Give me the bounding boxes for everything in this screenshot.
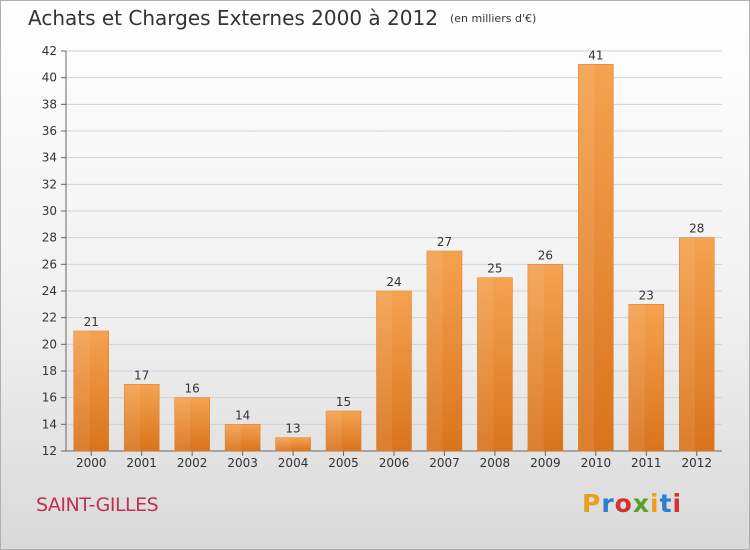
- x-tick-label: 2001: [126, 456, 157, 470]
- y-tick-label: 24: [42, 284, 57, 298]
- town-name: SAINT-GILLES: [36, 494, 159, 516]
- logo-letter: o: [614, 489, 633, 518]
- logo-letter: r: [601, 489, 615, 518]
- y-tick-label: 26: [42, 257, 57, 271]
- x-tick-label: 2003: [227, 456, 258, 470]
- bar-value-label: 13: [285, 422, 300, 436]
- bar-2003: [224, 424, 261, 452]
- x-tick-label: 2004: [278, 456, 309, 470]
- bar-value-label: 27: [437, 235, 452, 249]
- bar-value-label: 16: [185, 382, 200, 396]
- bar-highlight: [326, 411, 342, 451]
- x-tick-label: 2012: [681, 456, 712, 470]
- bar-2010: [578, 64, 614, 452]
- bar-value-label: 21: [84, 315, 99, 329]
- bar-value-label: 25: [487, 262, 502, 276]
- y-tick-label: 18: [42, 364, 57, 378]
- bar-highlight: [679, 237, 696, 451]
- x-tick-label: 2010: [581, 456, 612, 470]
- y-tick-label: 28: [42, 231, 57, 245]
- proxiti-logo: Proxiti: [582, 489, 682, 518]
- bar-value-labels: 21 17 16 14 13 15 24 27 25 26 41 23 28: [84, 48, 705, 435]
- bar-2000: [73, 330, 109, 452]
- bar-2004: [275, 437, 311, 452]
- bar-highlight: [527, 264, 544, 451]
- chart-unit-note: (en milliers d'€): [449, 12, 537, 25]
- y-tick-label: 38: [42, 97, 57, 111]
- bar-value-label: 24: [386, 275, 401, 289]
- bar-highlight: [477, 277, 494, 451]
- bar-value-label: 23: [639, 288, 654, 302]
- bar-2008: [477, 277, 513, 452]
- x-tick-label: 2005: [328, 456, 359, 470]
- chart-title: Achats et Charges Externes 2000 à 2012 (e…: [28, 6, 536, 30]
- bar-highlight: [578, 64, 595, 451]
- y-tick-label: 16: [42, 391, 57, 405]
- y-tick-label: 36: [42, 124, 57, 138]
- chart-title-text: Achats et Charges Externes 2000 à 2012: [28, 6, 438, 30]
- bar-2002: [174, 397, 210, 452]
- bar-value-label: 15: [336, 395, 351, 409]
- bar-2001: [123, 384, 160, 452]
- x-tick-label: 2002: [177, 456, 208, 470]
- bar-2005: [325, 410, 362, 452]
- bar-2007: [426, 250, 463, 452]
- bar-highlight: [628, 304, 645, 451]
- bar-value-label: 26: [538, 248, 553, 262]
- logo-letter: t: [659, 489, 673, 518]
- y-tick-label: 32: [42, 177, 57, 191]
- y-tick-label: 34: [42, 151, 57, 165]
- bar-2006: [376, 290, 412, 452]
- bar-value-label: 17: [134, 368, 149, 382]
- bar-highlight: [426, 251, 443, 451]
- y-tick-label: 22: [42, 311, 57, 325]
- bar-value-label: 14: [235, 408, 250, 422]
- x-tick-label: 2008: [480, 456, 511, 470]
- y-tick-labels: 12 14 16 18 20 22 24 26 28 30 32 34 36 38 40 42: [42, 44, 57, 458]
- y-tick-label: 30: [42, 204, 57, 218]
- logo-letter: P: [582, 489, 602, 518]
- y-tick-label: 42: [42, 44, 57, 58]
- bar-highlight: [124, 384, 140, 451]
- logo-letter: i: [650, 489, 660, 518]
- y-tick-label: 14: [42, 417, 57, 431]
- x-tick-label: 2009: [530, 456, 561, 470]
- bar-highlight: [174, 397, 191, 451]
- bar-value-label: 41: [588, 48, 603, 62]
- x-tick-label: 2006: [379, 456, 410, 470]
- bar-highlight: [275, 437, 292, 451]
- x-tick-labels: 2000 2001 2002 2003 2004 2005 2006 2007 2008 2009…: [76, 456, 712, 470]
- logo-letter: i: [672, 489, 683, 518]
- bars: [73, 64, 715, 452]
- bar-value-label: 28: [689, 222, 704, 236]
- logo-letter: x: [632, 489, 650, 518]
- bar-2011: [628, 304, 665, 452]
- x-tick-label: 2000: [76, 456, 107, 470]
- bar-highlight: [376, 291, 393, 451]
- bar-highlight: [225, 424, 241, 451]
- y-tick-label: 12: [42, 444, 57, 458]
- x-tick-label: 2007: [429, 456, 460, 470]
- x-tick-label: 2011: [631, 456, 662, 470]
- y-tick-label: 40: [42, 71, 57, 85]
- bar-2012: [679, 237, 715, 452]
- bar-2009: [527, 264, 564, 452]
- y-tick-label: 20: [42, 337, 57, 351]
- bar-highlight: [73, 331, 90, 451]
